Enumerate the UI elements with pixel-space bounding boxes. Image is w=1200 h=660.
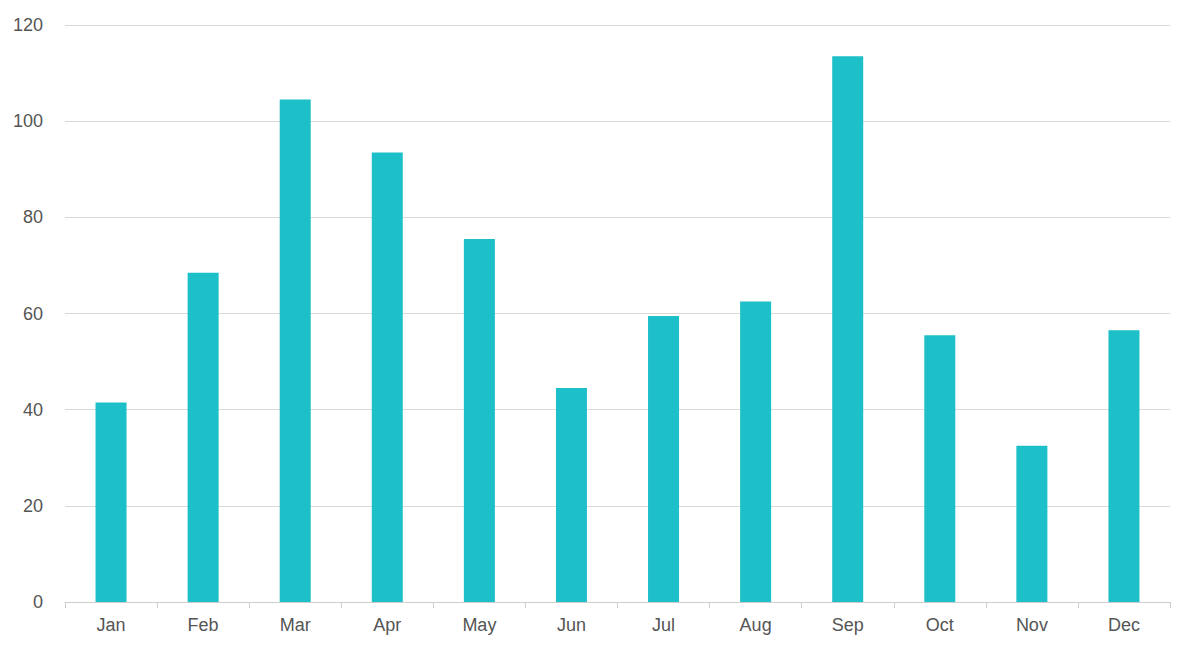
svg-text:Oct: Oct: [926, 615, 954, 635]
svg-text:80: 80: [23, 207, 43, 227]
svg-text:Sep: Sep: [832, 615, 864, 635]
svg-text:Jun: Jun: [557, 615, 586, 635]
svg-text:Jan: Jan: [97, 615, 126, 635]
svg-text:120: 120: [13, 15, 43, 35]
svg-text:Dec: Dec: [1108, 615, 1140, 635]
svg-text:20: 20: [23, 496, 43, 516]
svg-text:May: May: [462, 615, 496, 635]
svg-text:Mar: Mar: [280, 615, 311, 635]
svg-text:Aug: Aug: [740, 615, 772, 635]
svg-text:100: 100: [13, 111, 43, 131]
svg-text:Feb: Feb: [188, 615, 219, 635]
svg-text:Apr: Apr: [373, 615, 401, 635]
svg-text:40: 40: [23, 400, 43, 420]
svg-text:60: 60: [23, 304, 43, 324]
svg-text:Nov: Nov: [1016, 615, 1048, 635]
svg-text:Jul: Jul: [652, 615, 675, 635]
svg-text:0: 0: [33, 592, 43, 612]
